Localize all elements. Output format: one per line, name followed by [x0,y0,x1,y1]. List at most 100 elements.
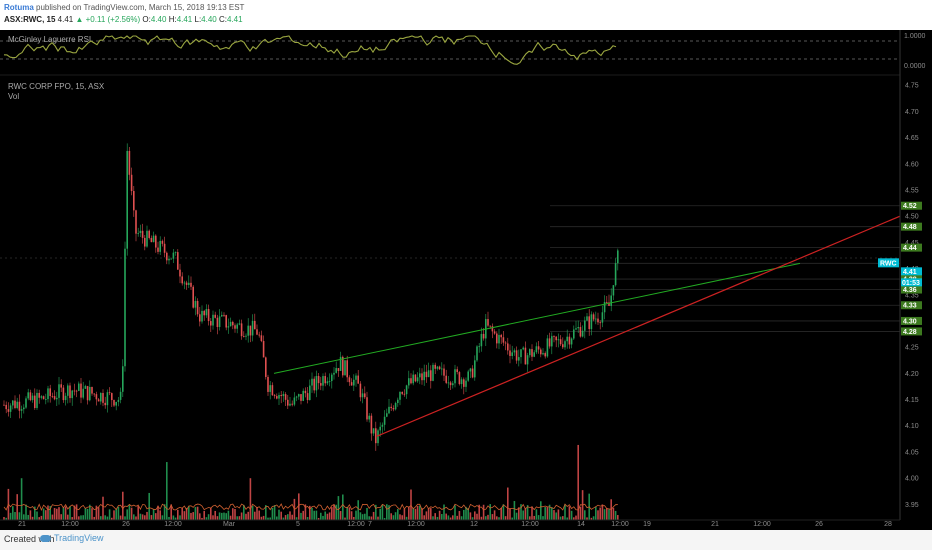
candle-body [56,397,58,400]
time-tick-label: 12:00 [753,521,771,528]
price-level-tag-label: 4.52 [903,203,917,210]
candle-body [51,396,54,397]
chart-canvas[interactable]: McGinley Laguerre RSI 1.0000 0.0000 RWC … [0,30,932,530]
volume-bar [401,515,403,520]
volume-bar [56,508,58,520]
candle-body [524,347,527,365]
volume-bar [577,444,579,520]
candle-body [126,150,128,249]
candle-body [234,325,236,329]
price-pane[interactable]: RWC CORP FPO, 15, ASX Vol [0,82,901,520]
price-level-tag [901,316,922,325]
candle-body [93,393,95,395]
candle-body [531,349,533,357]
volume-bar [166,462,168,520]
time-tick-label: 26 [122,521,130,528]
volume-bar [394,512,397,520]
tradingview-brand-link[interactable]: TradingView [54,533,104,543]
candle-body [23,407,25,410]
price-tick-label: 4.50 [905,214,919,221]
price-tick-label: 4.15 [905,397,919,404]
candle-body [366,397,368,420]
candle-body [586,316,588,321]
volume-bar [320,512,322,520]
price-level-tag-label: 4.33 [903,303,917,310]
volume-bar [456,515,458,520]
price-level-tag [901,201,922,210]
candle-body [212,314,214,326]
volume-bar [612,507,615,520]
candle-body [520,349,522,358]
candle-body [80,383,82,398]
time-tick-label: 12:00 [521,521,539,528]
volume-bar [196,506,199,520]
volume-bar [372,511,375,520]
candle-body [504,342,507,344]
candle-body [47,388,49,400]
candle-body [401,391,403,394]
candle-body [106,392,109,406]
candle-body [449,382,452,386]
volume-bar [42,508,45,520]
author-link[interactable]: Rotuma [4,3,34,12]
symbol-label[interactable]: ASX:RWC, 15 [4,15,56,24]
volume-bar [537,515,540,520]
volume-bar [69,506,71,520]
volume-bar [467,508,469,520]
candle-body [386,413,388,417]
volume-bar [597,510,599,520]
low-value: 4.40 [201,15,217,24]
candle-body [75,390,78,392]
volume-bar [64,506,67,520]
candle-body [614,263,617,286]
volume-bar [482,504,485,520]
volume-bar [500,507,502,520]
support-trendline[interactable] [376,215,901,437]
volume-bar [298,493,300,520]
volume-bar [524,507,527,520]
candle-body [452,383,454,386]
candle-body [355,375,357,380]
candle-body [476,346,478,361]
volume-bar [535,509,538,520]
candle-body [405,385,408,395]
volume-bar [174,517,177,520]
volume-bar [386,504,388,520]
resistance-trendline[interactable] [273,262,801,374]
volume-bar [617,515,619,520]
volume-bar [188,506,190,520]
volume-bar [282,517,285,520]
candle-body [487,319,489,326]
volume-bar [526,505,529,520]
candle-body [163,243,166,253]
price-level-tag [901,301,922,310]
candle-body [403,393,406,395]
candle-body [575,328,577,330]
candle-body [408,378,410,386]
last-price-tag [901,267,922,276]
candle-body [331,374,333,382]
volume-bar [36,511,38,520]
created-with-text: Created with [4,534,55,544]
indicator-pane[interactable]: McGinley Laguerre RSI 1.0000 0.0000 [0,33,926,76]
candle-body [273,395,276,397]
volume-bar [542,516,544,520]
candle-body [491,326,494,332]
candle-body [64,395,67,401]
volume-bar [254,511,256,520]
candle-body [289,403,291,406]
candle-body [254,320,256,330]
price-tick-label: 4.25 [905,345,919,352]
candle-body [498,334,500,344]
candle-body [509,350,511,356]
candle-body [295,396,298,398]
price-tick-label: 4.35 [905,292,919,299]
volume-bar [408,506,410,520]
volume-bar [258,510,260,520]
volume-bar [447,515,450,520]
candle-body [542,353,544,355]
volume-bar [357,500,359,520]
time-axis[interactable]: 21 12:00 26 12:00 Mar 5 12:00 7 12:00 12 12:00 14 12… [0,519,900,528]
price-axis[interactable]: 4.754.704.654.604.554.504.454.404.354.30… [899,30,922,520]
time-tick-label: 12:00 [407,521,425,528]
